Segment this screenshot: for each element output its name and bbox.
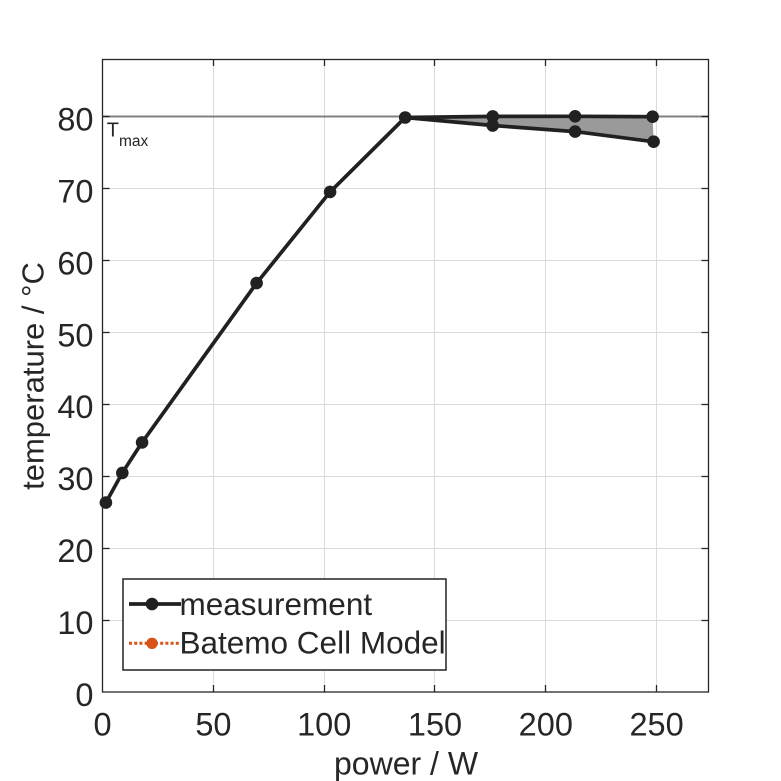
svg-text:30: 30 xyxy=(57,461,93,497)
svg-text:10: 10 xyxy=(57,605,93,641)
svg-text:200: 200 xyxy=(519,707,573,743)
svg-text:250: 250 xyxy=(629,707,683,743)
svg-text:0: 0 xyxy=(94,707,112,743)
svg-text:50: 50 xyxy=(57,317,93,353)
svg-text:50: 50 xyxy=(195,707,231,743)
svg-text:40: 40 xyxy=(57,389,93,425)
svg-text:20: 20 xyxy=(57,533,93,569)
svg-text:0: 0 xyxy=(75,677,93,713)
svg-text:80: 80 xyxy=(57,101,93,137)
svg-text:Batemo Cell Model: Batemo Cell Model xyxy=(180,625,446,661)
svg-text:T: T xyxy=(107,120,119,142)
svg-text:power / W: power / W xyxy=(334,746,479,781)
svg-text:150: 150 xyxy=(408,707,462,743)
svg-text:70: 70 xyxy=(57,173,93,209)
svg-text:temperature / °C: temperature / °C xyxy=(16,262,51,490)
svg-text:max: max xyxy=(119,133,149,150)
svg-text:measurement: measurement xyxy=(180,586,373,622)
svg-text:60: 60 xyxy=(57,245,93,281)
svg-text:100: 100 xyxy=(297,707,351,743)
